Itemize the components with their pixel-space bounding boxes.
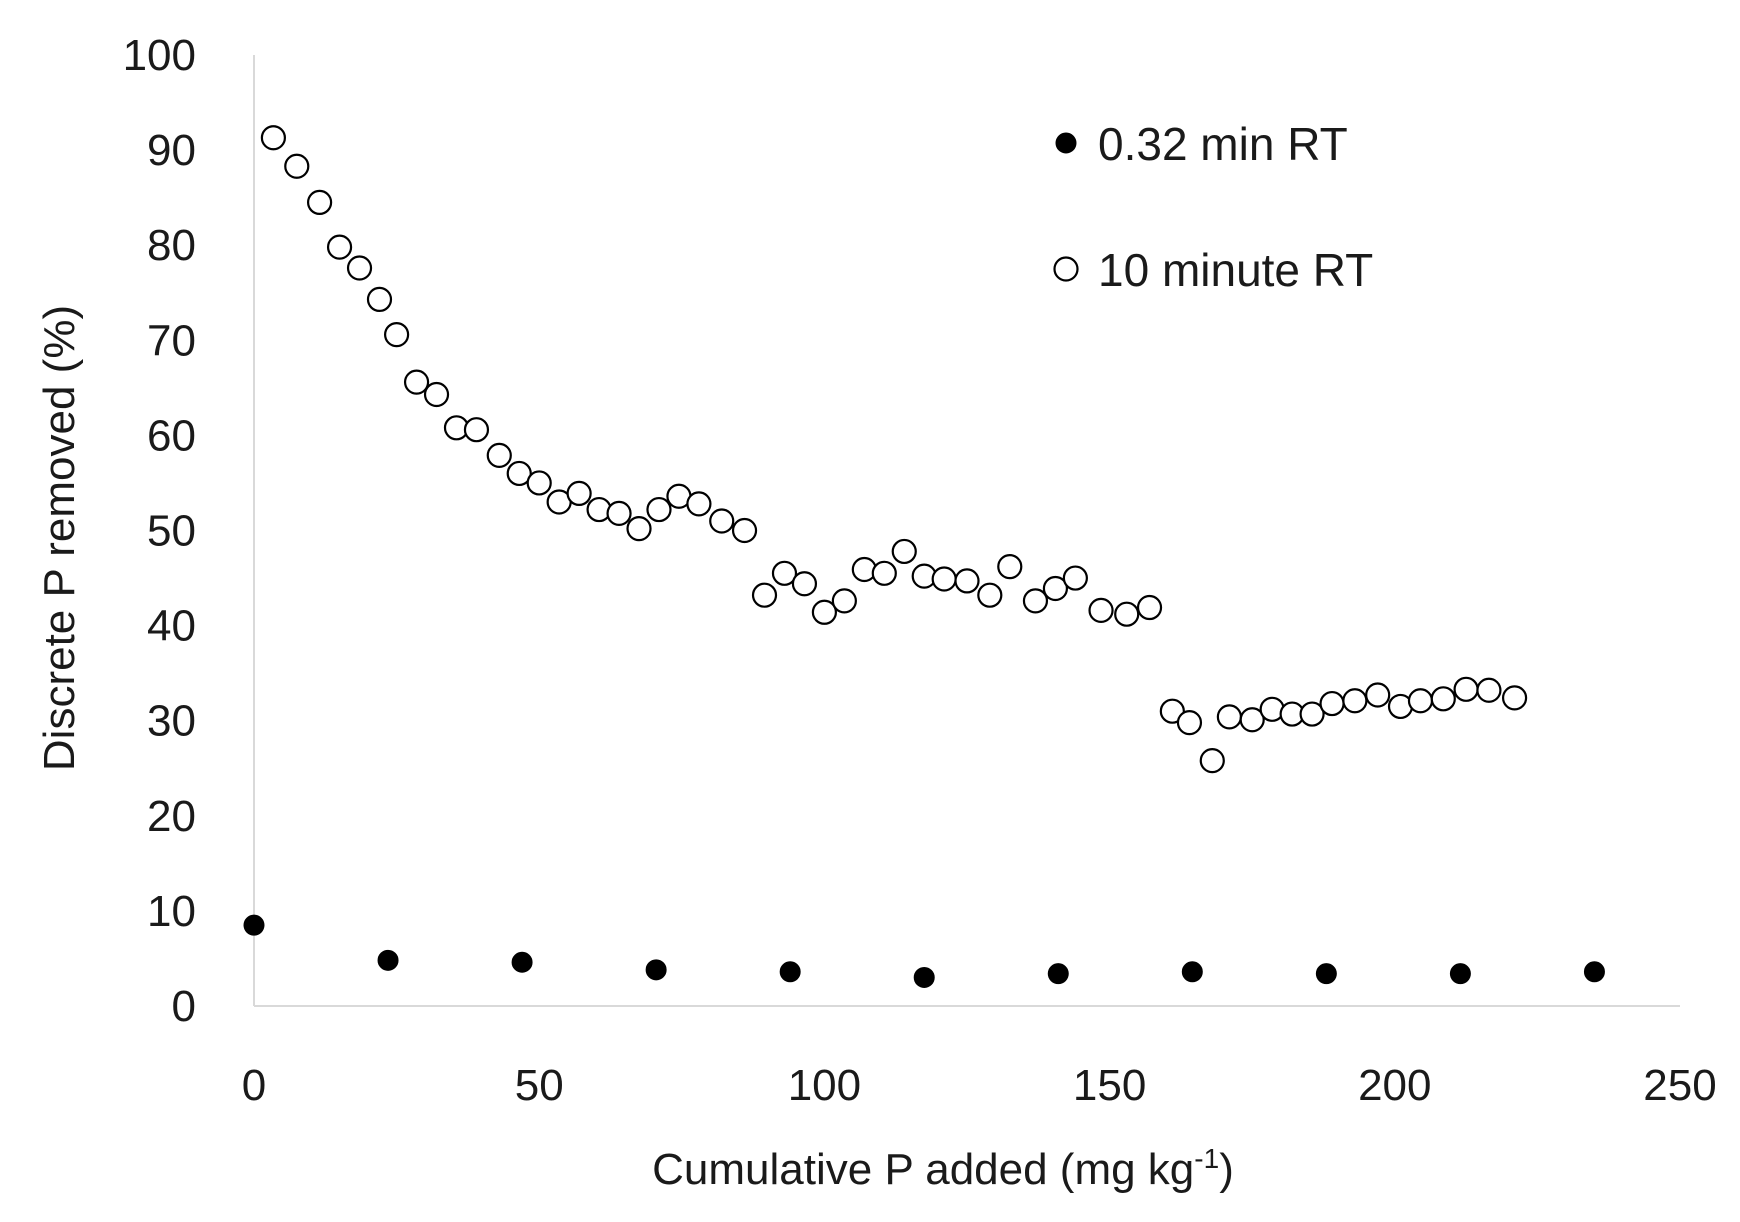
point-032-min-rt xyxy=(913,966,935,988)
point-10-minute-rt xyxy=(486,442,512,468)
x-tick-label: 150 xyxy=(1073,1061,1146,1110)
y-tick-label: 50 xyxy=(147,507,196,556)
legend-label: 0.32 min RT xyxy=(1098,118,1348,170)
point-10-minute-rt xyxy=(997,554,1023,580)
point-032-min-rt xyxy=(645,959,667,981)
y-tick-label: 100 xyxy=(123,31,196,80)
point-10-minute-rt xyxy=(1022,588,1049,614)
point-10-minute-rt xyxy=(1216,704,1242,730)
point-032-min-rt xyxy=(243,914,265,936)
y-tick-label: 60 xyxy=(147,411,196,460)
point-10-minute-rt xyxy=(771,560,798,586)
y-tick-label: 30 xyxy=(147,697,196,746)
legend-marker-open-icon xyxy=(1053,256,1079,282)
point-10-minute-rt xyxy=(709,508,735,534)
x-tick-label: 50 xyxy=(515,1061,564,1110)
data-points xyxy=(243,125,1605,988)
point-10-minute-rt xyxy=(423,381,450,408)
y-tick-label: 10 xyxy=(147,887,196,936)
y-tick-label: 40 xyxy=(147,602,196,651)
point-10-minute-rt xyxy=(346,255,373,281)
point-10-minute-rt xyxy=(1299,701,1325,727)
point-032-min-rt xyxy=(779,961,801,983)
point-10-minute-rt xyxy=(1365,682,1391,708)
point-10-minute-rt xyxy=(626,515,652,542)
point-10-minute-rt xyxy=(1062,565,1088,591)
y-tick-labels: 0 10 20 30 40 50 60 70 80 90 100 xyxy=(123,31,196,1031)
point-10-minute-rt xyxy=(646,496,672,523)
axes xyxy=(253,55,1680,1007)
point-10-minute-rt xyxy=(931,566,957,592)
point-10-minute-rt xyxy=(977,582,1003,608)
point-10-minute-rt xyxy=(526,470,552,496)
point-10-minute-rt xyxy=(1407,688,1434,714)
x-tick-label: 250 xyxy=(1643,1061,1716,1110)
point-10-minute-rt xyxy=(1430,686,1456,712)
point-10-minute-rt xyxy=(366,286,393,313)
point-10-minute-rt xyxy=(1342,688,1368,714)
point-10-minute-rt xyxy=(284,153,310,179)
y-tick-label: 0 xyxy=(172,982,196,1031)
y-tick-label: 90 xyxy=(147,126,196,175)
point-032-min-rt xyxy=(1047,963,1069,985)
legend: 0.32 min RT 10 minute RT xyxy=(1053,118,1373,296)
point-10-minute-rt xyxy=(831,588,857,614)
point-10-minute-rt xyxy=(1159,698,1185,724)
point-032-min-rt xyxy=(1315,963,1337,985)
point-10-minute-rt xyxy=(384,321,410,348)
y-tick-label: 80 xyxy=(147,221,196,270)
point-10-minute-rt xyxy=(463,417,490,443)
point-10-minute-rt xyxy=(1239,707,1265,733)
point-10-minute-rt xyxy=(1042,575,1069,602)
point-10-minute-rt xyxy=(1136,594,1163,621)
point-032-min-rt xyxy=(377,949,399,971)
point-10-minute-rt xyxy=(306,189,333,216)
point-10-minute-rt xyxy=(1088,597,1114,623)
point-10-minute-rt xyxy=(566,480,592,507)
point-10-minute-rt xyxy=(811,599,838,625)
point-10-minute-rt xyxy=(731,517,758,544)
point-10-minute-rt xyxy=(871,560,897,586)
point-10-minute-rt xyxy=(1476,677,1502,703)
x-tick-label: 0 xyxy=(242,1061,266,1110)
point-032-min-rt xyxy=(1583,961,1605,983)
x-tick-label: 100 xyxy=(788,1061,861,1110)
point-032-min-rt xyxy=(511,951,533,973)
point-10-minute-rt xyxy=(1501,685,1528,711)
legend-label: 10 minute RT xyxy=(1098,244,1373,296)
point-10-minute-rt xyxy=(1114,601,1140,627)
point-10-minute-rt xyxy=(1319,690,1345,717)
point-10-minute-rt xyxy=(326,234,353,260)
point-10-minute-rt xyxy=(606,500,632,526)
legend-marker-filled-icon xyxy=(1055,132,1077,154)
y-tick-label: 70 xyxy=(147,316,196,365)
point-10-minute-rt xyxy=(791,571,818,597)
x-tick-label: 200 xyxy=(1358,1061,1431,1110)
y-axis-title: Discrete P removed (%) xyxy=(35,305,84,771)
point-10-minute-rt xyxy=(891,538,917,565)
point-10-minute-rt xyxy=(403,369,430,395)
point-032-min-rt xyxy=(1181,961,1203,983)
point-10-minute-rt xyxy=(1176,710,1203,736)
point-10-minute-rt xyxy=(260,125,286,151)
point-10-minute-rt xyxy=(686,491,712,517)
x-tick-labels: 0 50 100 150 200 250 xyxy=(242,1061,1717,1110)
point-10-minute-rt xyxy=(1199,748,1225,774)
point-032-min-rt xyxy=(1449,963,1471,985)
point-10-minute-rt xyxy=(954,568,980,594)
y-tick-label: 20 xyxy=(147,792,196,841)
point-10-minute-rt xyxy=(506,460,532,487)
point-10-minute-rt xyxy=(1453,676,1479,702)
point-10-minute-rt xyxy=(751,582,778,608)
x-axis-title: Cumulative P added (mg kg-1) xyxy=(652,1143,1234,1194)
